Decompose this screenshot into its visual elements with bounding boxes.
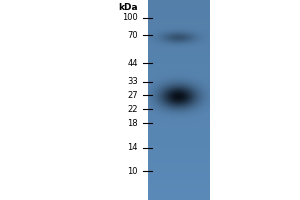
Text: 70: 70 [128,30,138,40]
Text: 10: 10 [128,166,138,176]
Text: 14: 14 [128,144,138,152]
Text: 33: 33 [127,77,138,86]
Text: 18: 18 [128,118,138,128]
Text: kDa: kDa [118,3,138,12]
Text: 44: 44 [128,58,138,68]
Text: 27: 27 [128,90,138,99]
Text: 100: 100 [122,14,138,22]
Text: 22: 22 [128,104,138,114]
